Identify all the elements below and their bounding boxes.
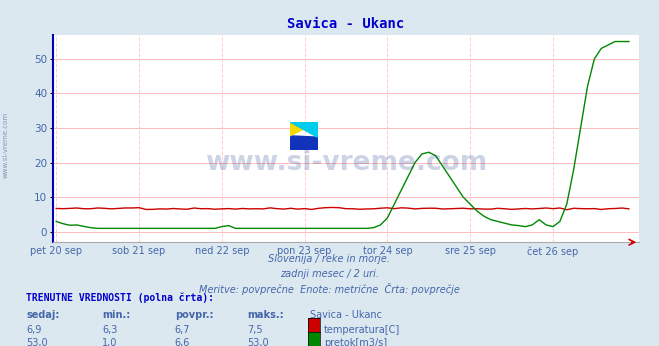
Text: Savica - Ukanc: Savica - Ukanc bbox=[310, 310, 382, 320]
Text: 6,3: 6,3 bbox=[102, 325, 117, 335]
Text: povpr.:: povpr.: bbox=[175, 310, 213, 320]
Title: Savica - Ukanc: Savica - Ukanc bbox=[287, 17, 405, 31]
Text: 53,0: 53,0 bbox=[247, 338, 269, 346]
Text: 6,7: 6,7 bbox=[175, 325, 190, 335]
Text: 53,0: 53,0 bbox=[26, 338, 48, 346]
Text: pretok[m3/s]: pretok[m3/s] bbox=[324, 338, 387, 346]
Polygon shape bbox=[290, 122, 318, 137]
Text: zadnji mesec / 2 uri.: zadnji mesec / 2 uri. bbox=[280, 269, 379, 279]
Polygon shape bbox=[290, 122, 318, 136]
Text: www.si-vreme.com: www.si-vreme.com bbox=[205, 150, 487, 176]
Polygon shape bbox=[290, 136, 318, 149]
Text: 6,6: 6,6 bbox=[175, 338, 190, 346]
Text: 6,9: 6,9 bbox=[26, 325, 42, 335]
Text: TRENUTNE VREDNOSTI (polna črta):: TRENUTNE VREDNOSTI (polna črta): bbox=[26, 292, 214, 303]
Text: min.:: min.: bbox=[102, 310, 130, 320]
Text: maks.:: maks.: bbox=[247, 310, 284, 320]
Text: 1,0: 1,0 bbox=[102, 338, 117, 346]
Text: temperatura[C]: temperatura[C] bbox=[324, 325, 401, 335]
Text: 7,5: 7,5 bbox=[247, 325, 263, 335]
Text: sedaj:: sedaj: bbox=[26, 310, 60, 320]
Text: www.si-vreme.com: www.si-vreme.com bbox=[2, 112, 9, 179]
Text: Meritve: povprečne  Enote: metrične  Črta: povprečje: Meritve: povprečne Enote: metrične Črta:… bbox=[199, 283, 460, 295]
Text: Slovenija / reke in morje.: Slovenija / reke in morje. bbox=[268, 254, 391, 264]
